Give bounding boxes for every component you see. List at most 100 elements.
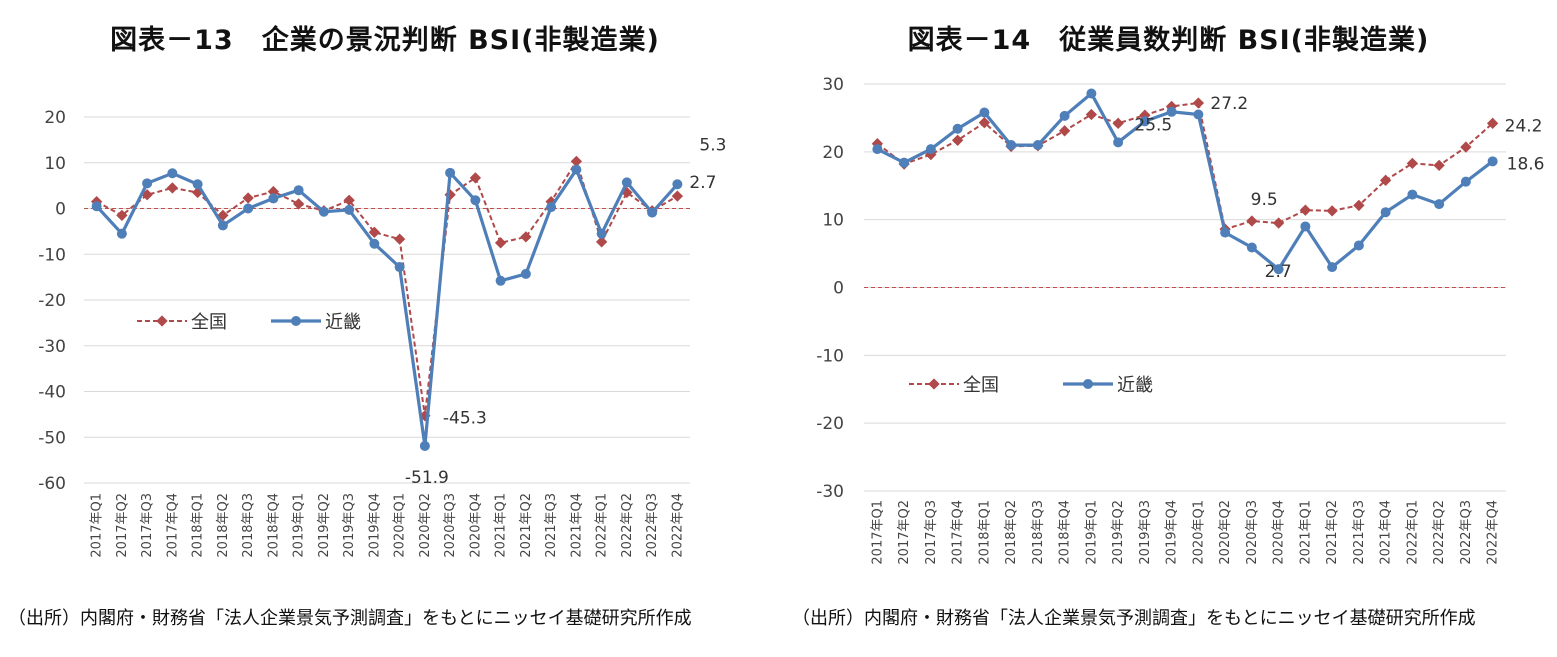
chart-right: 30 20 10 0 -10 -20 -30 2017年Q1 2017年Q2 2017年Q3 201… [816, 75, 1545, 565]
chart-title-left: 図表－13 企業の景況判断 BSI(非製造業) [110, 25, 660, 56]
x-tick-label: 2019年Q4 [367, 493, 382, 558]
point-national [1433, 159, 1445, 172]
x-tick-label: 2018年Q4 [266, 493, 281, 558]
point-kinki [952, 123, 963, 134]
x-tick-label: 2020年Q3 [1245, 500, 1260, 565]
point-kinki [520, 268, 531, 279]
x-tick-label: 2018年Q4 [1058, 500, 1073, 565]
x-tick-label: 2017年Q2 [897, 500, 912, 565]
point-national [494, 237, 507, 249]
point-kinki [167, 168, 178, 179]
x-tick-label: 2021年Q3 [1352, 500, 1367, 565]
x-tick-label: 2017年Q2 [115, 493, 130, 558]
point-kinki [1166, 106, 1177, 117]
x-tick-label: 2019年Q4 [1165, 500, 1180, 565]
point-national [368, 226, 381, 238]
point-national [292, 198, 305, 210]
legend-label-national: 全国 [191, 312, 227, 333]
point-kinki [1487, 156, 1498, 167]
point-kinki [621, 177, 632, 188]
point-national [469, 172, 482, 184]
point-kinki [1327, 262, 1338, 273]
point-national [951, 134, 964, 146]
chart-panel-right: 図表－14 従業員数判断 BSI(非製造業) 30 20 10 0 -10 -20 -30 2… [780, 0, 1557, 657]
data-label: 2.7 [1265, 262, 1292, 282]
data-label: -51.9 [405, 468, 449, 488]
point-kinki [445, 167, 456, 178]
point-kinki [142, 178, 153, 189]
y-tick-label: -60 [38, 474, 66, 494]
point-kinki [293, 185, 304, 196]
point-kinki [1246, 242, 1257, 253]
point-kinki [369, 238, 380, 249]
point-national [1085, 108, 1098, 121]
point-kinki [1300, 221, 1311, 232]
x-tick-label: 2020年Q4 [1272, 500, 1287, 565]
point-kinki [925, 144, 936, 155]
x-tick-label: 2021年Q1 [494, 493, 509, 558]
y-tick-label: 10 [822, 211, 844, 231]
data-label: 9.5 [1251, 190, 1278, 210]
data-label: 18.6 [1507, 154, 1545, 174]
x-tick-label: 2021年Q4 [569, 493, 584, 558]
point-kinki [1139, 116, 1150, 127]
x-tick-label: 2021年Q2 [1325, 500, 1340, 565]
y-tick-label: -10 [38, 245, 66, 265]
point-kinki [1353, 240, 1364, 251]
point-national [595, 236, 608, 248]
chart-panel-left: 図表－13 企業の景況判断 BSI(非製造業) 20 10 0 -10 -20 -30 -4… [0, 0, 770, 657]
point-kinki [470, 195, 481, 206]
x-tick-label: 2021年Q2 [519, 493, 534, 558]
x-tick-label: 2019年Q1 [1084, 500, 1099, 565]
y-tick-label: -20 [38, 291, 66, 311]
x-tick-label: 2018年Q2 [216, 493, 231, 558]
y-tick-label: 20 [822, 143, 844, 163]
point-kinki [1086, 88, 1097, 99]
point-national [1192, 97, 1205, 109]
point-national [1112, 117, 1124, 130]
point-kinki [318, 206, 329, 217]
x-tick-label: 2018年Q3 [1031, 500, 1046, 565]
x-tick-label: 2021年Q3 [544, 493, 559, 558]
point-kinki [1006, 140, 1017, 151]
chart-left: 20 10 0 -10 -20 -30 -40 -50 -60 2017年Q1 2017年Q2 201… [38, 108, 726, 558]
x-tick-label: 2019年Q3 [342, 493, 357, 558]
legend-marker-kinki [1083, 379, 1093, 389]
point-kinki [192, 179, 203, 190]
x-tick-label: 2019年Q2 [1111, 500, 1126, 565]
point-national [1353, 199, 1365, 212]
x-tick-label: 2017年Q3 [924, 500, 939, 565]
y-tick-label: 30 [822, 75, 844, 95]
y-tick-label: -20 [816, 414, 844, 434]
point-national [570, 155, 583, 168]
x-tick-label: 2019年Q3 [1138, 500, 1153, 565]
point-kinki [1113, 137, 1124, 148]
point-kinki [495, 275, 506, 286]
point-national [242, 192, 254, 204]
legend-label-kinki: 近畿 [1117, 375, 1153, 396]
point-kinki [1434, 199, 1445, 210]
x-tick-label: 2021年Q4 [1379, 500, 1394, 565]
point-kinki [979, 107, 990, 118]
x-tick-label: 2022年Q3 [1459, 500, 1474, 565]
point-national [1486, 117, 1499, 130]
point-national [166, 182, 179, 194]
point-kinki [217, 220, 228, 231]
point-kinki [1407, 189, 1418, 200]
point-national [1246, 215, 1258, 227]
x-tick-label: 2020年Q3 [443, 493, 458, 558]
source-note-right: （出所）内閣府・財務省「法人企業景気予測調査」をもとにニッセイ基礎研究所作成 [792, 608, 1476, 629]
series-line-national [876, 101, 1494, 231]
point-kinki [1032, 140, 1043, 151]
series-line-kinki [95, 166, 679, 447]
point-kinki [1193, 109, 1204, 120]
point-kinki [344, 204, 355, 215]
source-note-left: （出所）内閣府・財務省「法人企業景気予測調査」をもとにニッセイ基礎研究所作成 [8, 608, 692, 629]
y-tick-label: 0 [55, 200, 66, 220]
x-tick-label: 2020年Q1 [393, 493, 408, 558]
x-tick-label: 2022年Q4 [1486, 500, 1501, 565]
x-tick-label: 2022年Q4 [670, 493, 685, 558]
point-national [1326, 205, 1338, 217]
point-kinki [1059, 110, 1070, 121]
x-tick-label: 2018年Q1 [191, 493, 206, 558]
